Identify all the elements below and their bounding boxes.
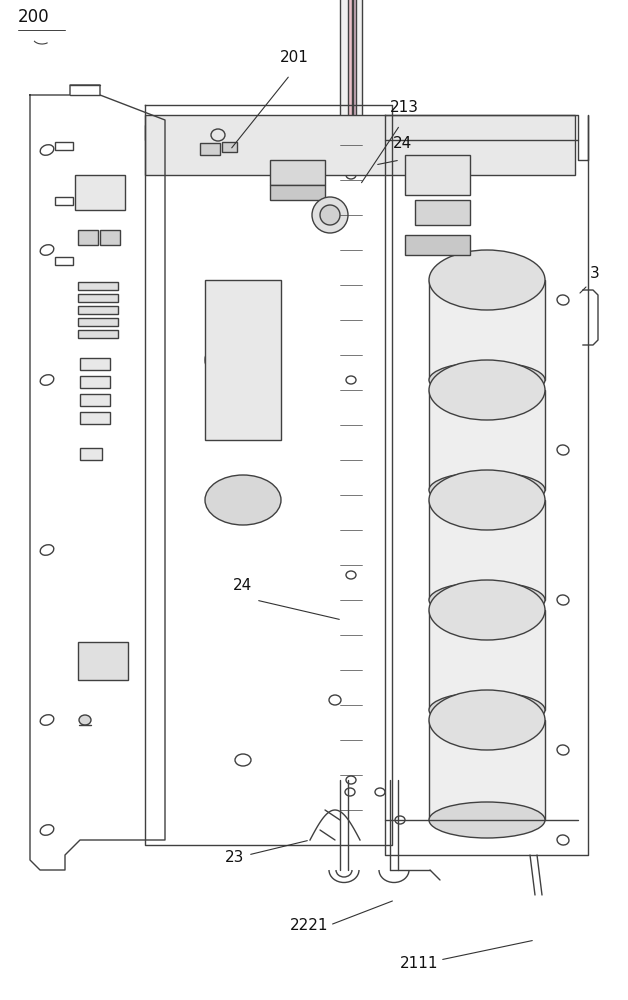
Bar [405, 235, 470, 255]
Bar [55, 257, 73, 265]
Text: 23: 23 [225, 850, 244, 865]
Bar [78, 230, 98, 245]
Bar [80, 394, 110, 406]
Ellipse shape [320, 205, 340, 225]
Ellipse shape [429, 580, 545, 640]
Bar [340, 0, 362, 145]
Text: 24: 24 [233, 578, 252, 593]
Bar [228, 130, 246, 138]
Bar [429, 280, 545, 380]
Bar [284, 130, 302, 138]
Text: 3: 3 [590, 266, 600, 281]
Ellipse shape [429, 690, 545, 750]
Ellipse shape [429, 692, 545, 728]
Bar [100, 230, 120, 245]
Ellipse shape [429, 362, 545, 398]
Bar [353, 0, 356, 145]
Bar [78, 318, 118, 326]
Bar [80, 358, 110, 370]
Bar [270, 185, 325, 200]
Bar [256, 130, 274, 138]
Text: 213: 213 [390, 100, 419, 115]
Bar [429, 610, 545, 710]
Bar [145, 115, 575, 175]
Bar [78, 306, 118, 314]
Bar [78, 282, 118, 290]
Text: 2221: 2221 [290, 918, 328, 933]
Bar [78, 642, 128, 680]
Text: 2111: 2111 [400, 956, 438, 971]
Bar [75, 175, 125, 210]
Bar [55, 197, 73, 205]
Text: 24: 24 [393, 136, 412, 151]
Bar [80, 448, 102, 460]
Ellipse shape [429, 802, 545, 838]
Bar [270, 160, 325, 185]
Bar [405, 155, 470, 195]
Bar [429, 720, 545, 820]
Ellipse shape [312, 197, 348, 233]
Ellipse shape [79, 715, 91, 725]
Bar [222, 142, 237, 152]
Bar [80, 376, 110, 388]
Bar [205, 280, 281, 440]
Ellipse shape [205, 475, 281, 525]
Bar [80, 412, 110, 424]
Ellipse shape [205, 335, 281, 385]
Ellipse shape [429, 582, 545, 618]
Bar [78, 294, 118, 302]
Bar [200, 143, 220, 155]
Text: 200: 200 [18, 8, 50, 26]
Text: 201: 201 [280, 50, 309, 65]
Bar [415, 200, 470, 225]
Bar [145, 125, 392, 140]
Ellipse shape [429, 472, 545, 508]
Ellipse shape [429, 250, 545, 310]
Bar [348, 0, 352, 145]
Bar [78, 330, 118, 338]
Bar [429, 390, 545, 490]
Bar [200, 130, 218, 138]
Bar [429, 500, 545, 600]
Bar [55, 142, 73, 150]
Ellipse shape [429, 470, 545, 530]
Ellipse shape [429, 360, 545, 420]
